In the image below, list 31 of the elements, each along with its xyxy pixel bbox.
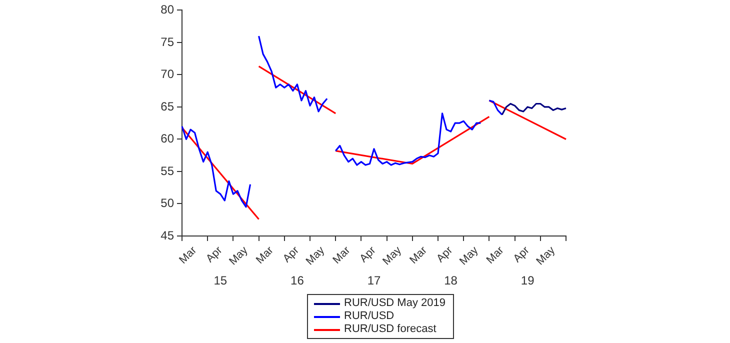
x-tick-label: Apr xyxy=(204,244,225,266)
y-tick-label: 50 xyxy=(160,196,174,210)
y-tick-label: 45 xyxy=(160,228,174,242)
x-tick-label: Mar xyxy=(408,244,430,266)
x-tick-label: Mar xyxy=(330,244,353,266)
y-tick-label: 75 xyxy=(160,34,174,49)
legend-label: RUR/USD forecast xyxy=(344,323,436,336)
x-tick-label: Mar xyxy=(254,244,276,266)
x-tick-label: Apr xyxy=(358,244,378,266)
x-tick-label: May xyxy=(534,244,558,268)
y-tick-label: 80 xyxy=(160,2,174,17)
x-tick-label: Mar xyxy=(484,244,506,266)
text: 15 xyxy=(214,273,228,288)
text: 17 xyxy=(367,273,381,288)
legend-label: RUR/USD May 2019 xyxy=(344,297,446,310)
x-tick-label: Apr xyxy=(280,244,302,266)
x-tick-label: May xyxy=(227,244,251,268)
text: 19 xyxy=(520,273,535,288)
x-tick-label: May xyxy=(380,244,404,268)
y-tick-label: 65 xyxy=(160,99,174,114)
x-tick-label: Mar xyxy=(177,244,200,266)
text: 16 xyxy=(290,273,304,288)
y-tick-label: 60 xyxy=(160,132,174,146)
x-tick-label: Apr xyxy=(511,244,532,266)
x-tick-label: May xyxy=(457,244,482,268)
y-tick-label: 55 xyxy=(160,164,174,178)
legend-label: RUR/USD xyxy=(344,310,394,323)
x-tick-label: May xyxy=(304,244,328,268)
text: 18 xyxy=(444,273,458,288)
y-tick-label: 70 xyxy=(160,67,174,82)
x-tick-label: Apr xyxy=(434,244,456,266)
